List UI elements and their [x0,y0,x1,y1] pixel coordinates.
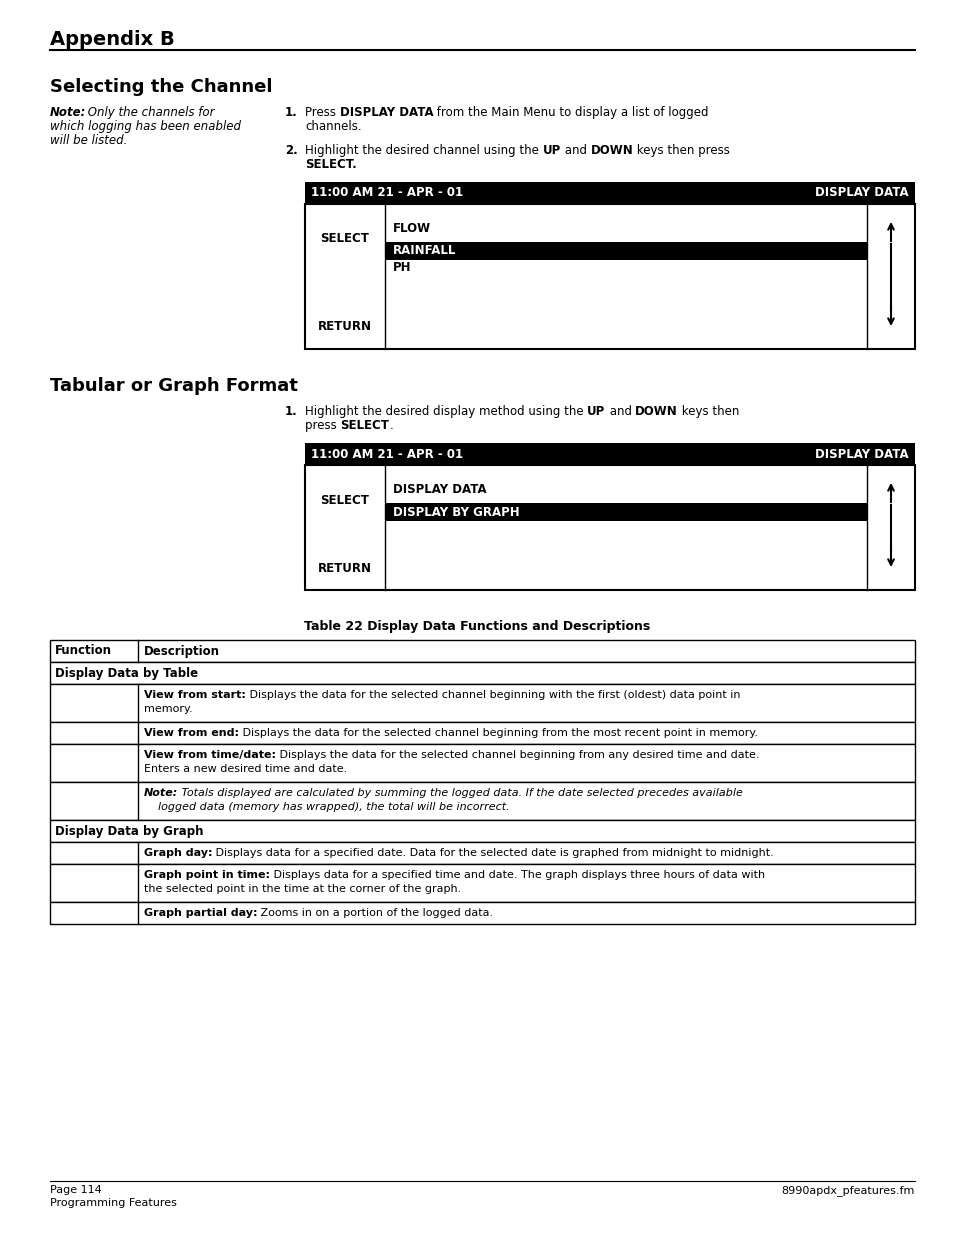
Text: UP: UP [542,144,560,157]
Text: Totals displayed are calculated by summing the logged data. If the date selected: Totals displayed are calculated by summi… [178,788,742,798]
Text: channels.: channels. [305,120,361,133]
Text: Graph partial day:: Graph partial day: [144,908,257,918]
Text: Selecting the Channel: Selecting the Channel [50,78,273,96]
Text: 1.: 1. [285,405,297,417]
Bar [305,182,914,204]
Bar [50,820,914,842]
Bar [305,466,914,590]
Text: DISPLAY DATA: DISPLAY DATA [815,186,908,200]
Text: Display Data by Table: Display Data by Table [55,667,198,679]
Text: Programming Features: Programming Features [50,1198,176,1208]
Text: DISPLAY DATA: DISPLAY DATA [393,483,486,496]
Text: Function: Function [55,645,112,657]
Text: DISPLAY DATA: DISPLAY DATA [339,106,433,119]
Text: SELECT.: SELECT. [305,158,356,170]
Text: Graph day:: Graph day: [144,848,213,858]
Text: Displays the data for the selected channel beginning from any desired time and d: Displays the data for the selected chann… [275,750,759,760]
Text: Highlight the desired display method using the: Highlight the desired display method usi… [305,405,587,417]
Text: keys then press: keys then press [633,144,729,157]
Text: Only the channels for: Only the channels for [84,106,214,119]
Bar [50,662,914,684]
Bar [305,204,914,350]
Text: RETURN: RETURN [317,321,372,333]
Text: will be listed.: will be listed. [50,135,128,147]
Text: Display Data by Graph: Display Data by Graph [55,825,203,837]
Text: Displays data for a specified date. Data for the selected date is graphed from m: Displays data for a specified date. Data… [213,848,774,858]
Text: SELECT: SELECT [320,232,369,246]
Text: 1.: 1. [285,106,297,119]
Text: UP: UP [587,405,605,417]
Text: Displays the data for the selected channel beginning from the most recent point : Displays the data for the selected chann… [239,727,758,739]
Text: SELECT: SELECT [320,494,369,506]
Bar [385,503,866,521]
Text: memory.: memory. [144,704,193,714]
Bar [50,743,914,782]
Text: and: and [560,144,590,157]
Text: Description: Description [144,645,220,657]
Text: and: and [605,405,635,417]
Text: DISPLAY BY GRAPH: DISPLAY BY GRAPH [393,505,519,519]
Text: 11:00 AM 21 - APR - 01: 11:00 AM 21 - APR - 01 [311,447,462,461]
Bar [50,864,914,902]
Text: Enters a new desired time and date.: Enters a new desired time and date. [144,764,347,774]
Text: Appendix B: Appendix B [50,30,174,49]
Text: 2.: 2. [285,144,297,157]
Text: SELECT: SELECT [340,419,389,432]
Text: View from start:: View from start: [144,690,246,700]
Text: RETURN: RETURN [317,562,372,574]
Text: Table 22 Display Data Functions and Descriptions: Table 22 Display Data Functions and Desc… [304,620,649,634]
Bar [50,782,914,820]
Text: FLOW: FLOW [393,222,431,235]
Text: Displays data for a specified time and date. The graph displays three hours of d: Displays data for a specified time and d… [270,869,764,881]
Text: PH: PH [393,261,411,274]
Text: Note:: Note: [50,106,87,119]
Bar [50,722,914,743]
Text: logged data (memory has wrapped), the total will be incorrect.: logged data (memory has wrapped), the to… [158,802,509,811]
Text: 11:00 AM 21 - APR - 01: 11:00 AM 21 - APR - 01 [311,186,462,200]
Text: the selected point in the time at the corner of the graph.: the selected point in the time at the co… [144,884,460,894]
Text: View from time/date:: View from time/date: [144,750,275,760]
Text: Highlight the desired channel using the: Highlight the desired channel using the [305,144,542,157]
Text: keys then: keys then [678,405,739,417]
Text: Press: Press [305,106,339,119]
Bar [305,443,914,466]
Bar [50,684,914,722]
Text: DOWN: DOWN [590,144,633,157]
Text: View from end:: View from end: [144,727,239,739]
Text: 8990apdx_pfeatures.fm: 8990apdx_pfeatures.fm [781,1186,914,1195]
Text: Note:: Note: [144,788,178,798]
Text: DOWN: DOWN [635,405,678,417]
Bar [50,902,914,924]
Text: Zooms in on a portion of the logged data.: Zooms in on a portion of the logged data… [257,908,493,918]
Text: from the Main Menu to display a list of logged: from the Main Menu to display a list of … [433,106,708,119]
Text: Graph point in time:: Graph point in time: [144,869,270,881]
Text: which logging has been enabled: which logging has been enabled [50,120,241,133]
Text: DISPLAY DATA: DISPLAY DATA [815,447,908,461]
Bar [385,242,866,261]
Text: .: . [389,419,393,432]
Text: RAINFALL: RAINFALL [393,245,456,258]
Bar [50,842,914,864]
Text: Page 114: Page 114 [50,1186,102,1195]
Bar [50,640,914,662]
Text: Displays the data for the selected channel beginning with the first (oldest) dat: Displays the data for the selected chann… [246,690,740,700]
Text: press: press [305,419,340,432]
Text: Tabular or Graph Format: Tabular or Graph Format [50,377,297,395]
